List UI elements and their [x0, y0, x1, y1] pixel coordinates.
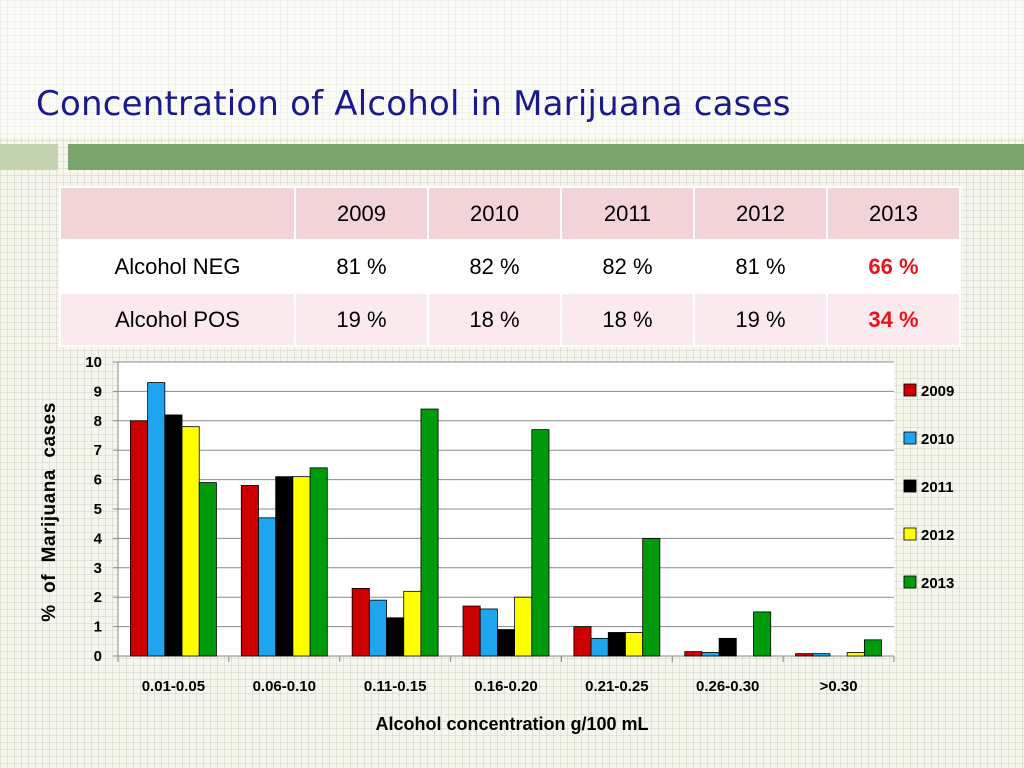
legend-swatch-2010 [903, 431, 917, 445]
table-header-cell: 2011 [560, 186, 695, 241]
row-label: Alcohol POS [59, 292, 296, 347]
alcohol-table: 2009 2010 2011 2012 2013 Alcohol NEG 81 … [59, 186, 961, 347]
legend-label: 2011 [921, 479, 954, 496]
bar-2009 [351, 587, 370, 657]
table-header-cell: 2010 [427, 186, 562, 241]
x-tick-label: >0.30 [820, 678, 858, 695]
bar-2009 [462, 605, 481, 657]
legend-swatch-2013 [903, 575, 917, 589]
bar-2011 [718, 637, 737, 657]
bar-2013 [863, 639, 882, 657]
table-cell: 82 % [427, 239, 562, 294]
table-cell: 81 % [294, 239, 429, 294]
table-cell: 18 % [427, 292, 562, 347]
bar-2012 [292, 476, 311, 657]
bar-2012 [625, 632, 644, 657]
bar-2013 [753, 611, 772, 657]
legend-label: 2013 [921, 575, 954, 592]
title-band [0, 0, 1024, 138]
y-tick-label: 7 [94, 442, 102, 459]
bar-2011 [496, 629, 515, 657]
table-header-cell [59, 186, 296, 241]
table-header-row: 2009 2010 2011 2012 2013 [59, 186, 961, 241]
x-axis-label: Alcohol concentration g/100 mL [375, 714, 649, 734]
bar-2010 [368, 599, 387, 657]
table-header-cell: 2013 [826, 186, 961, 241]
y-tick-label: 2 [94, 589, 102, 606]
table-cell: 18 % [560, 292, 695, 347]
bar-2012 [181, 426, 200, 657]
legend-label: 2010 [921, 431, 954, 448]
table-cell-highlight: 66 % [826, 239, 961, 294]
table-cell: 82 % [560, 239, 695, 294]
bar-2013 [531, 429, 550, 657]
bar-2013 [309, 467, 328, 657]
legend-label: 2012 [921, 527, 954, 544]
accent-bar-light [0, 144, 58, 170]
bar-2011 [386, 617, 405, 657]
table-header-cell: 2009 [294, 186, 429, 241]
y-tick-label: 9 [94, 383, 102, 400]
y-axis-label: % of Marijuana cases [39, 402, 60, 622]
legend-swatch-2012 [903, 527, 917, 541]
x-tick-label: 0.06-0.10 [253, 678, 316, 695]
bar-2010 [147, 382, 166, 657]
bar-2010 [258, 517, 277, 657]
bar-2012 [846, 652, 865, 657]
bar-2010 [812, 653, 831, 657]
x-tick-label: 0.01-0.05 [142, 678, 205, 695]
bar-2010 [590, 637, 609, 657]
y-tick-label: 4 [94, 530, 103, 547]
legend-label: 2009 [921, 383, 954, 400]
bar-2010 [701, 652, 720, 657]
bar-2009 [573, 626, 592, 657]
table-header-cell: 2012 [693, 186, 828, 241]
table-cell: 19 % [294, 292, 429, 347]
bar-2010 [479, 608, 498, 657]
bar-2011 [607, 632, 626, 657]
y-tick-label: 8 [94, 413, 102, 430]
table-cell: 81 % [693, 239, 828, 294]
x-tick-label: 0.21-0.25 [585, 678, 648, 695]
legend-swatch-2011 [903, 479, 917, 493]
table-cell-highlight: 34 % [826, 292, 961, 347]
accent-bar-dark [68, 144, 1024, 170]
table-row: Alcohol NEG 81 % 82 % 82 % 81 % 66 % [59, 239, 961, 294]
bar-2009 [240, 485, 259, 657]
bar-2012 [403, 590, 422, 657]
bar-2012 [514, 596, 533, 657]
y-tick-label: 3 [94, 560, 102, 577]
x-tick-label: 0.26-0.30 [696, 678, 759, 695]
y-tick-label: 0 [94, 648, 102, 665]
table-cell: 19 % [693, 292, 828, 347]
x-tick-label: 0.16-0.20 [474, 678, 537, 695]
slide-title: Concentration of Alcohol in Marijuana ca… [36, 84, 791, 124]
y-tick-label: 1 [94, 619, 102, 636]
bar-2013 [198, 482, 217, 657]
legend-swatch-2009 [903, 383, 917, 397]
bar-2013 [642, 538, 661, 657]
y-tick-label: 6 [94, 472, 102, 489]
bar-2009 [795, 653, 814, 657]
bar-2009 [684, 651, 703, 657]
y-tick-label: 5 [94, 501, 102, 518]
table-row: Alcohol POS 19 % 18 % 18 % 19 % 34 % [59, 292, 961, 347]
bar-2011 [275, 476, 294, 657]
y-tick-label: 10 [85, 354, 102, 371]
bar-2009 [130, 420, 149, 657]
row-label: Alcohol NEG [59, 239, 296, 294]
x-tick-label: 0.11-0.15 [364, 678, 427, 695]
bar-2013 [420, 408, 439, 657]
bar-2011 [164, 414, 183, 657]
